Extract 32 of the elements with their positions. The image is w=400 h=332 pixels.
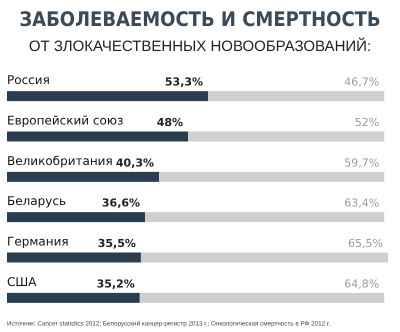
data-label: 35,5%: [98, 237, 136, 250]
data-label: 36,6%: [102, 196, 140, 210]
data-label: 63,4%: [344, 196, 380, 210]
data-label: 46,7%: [344, 76, 380, 89]
data-label: 65,5%: [348, 237, 383, 250]
bar: [7, 91, 208, 102]
bar: [7, 172, 160, 182]
y-tick-label: США: [7, 274, 38, 289]
chart-title: ЗАБОЛЕВАЕМОСТЬ И СМЕРТНОСТЬ: [19, 7, 381, 31]
bar: [145, 212, 384, 222]
y-tick-label: Беларусь: [7, 194, 66, 208]
data-label: 59,7%: [344, 156, 380, 170]
data-label: 52%: [354, 116, 380, 129]
data-label: 35,2%: [96, 277, 135, 290]
y-tick-label: Россия: [7, 73, 50, 88]
bar: [7, 252, 141, 262]
bar: [7, 292, 140, 303]
y-tick-label: Великобритания: [7, 154, 113, 168]
y-tick-label: Германия: [7, 234, 69, 248]
bar: [208, 91, 384, 102]
bar: [7, 132, 188, 142]
bar: [188, 132, 384, 142]
data-label: 64,8%: [344, 277, 380, 290]
data-label: 53,3%: [164, 76, 204, 89]
data-label: 48%: [156, 116, 184, 129]
data-label: 40,3%: [116, 156, 154, 170]
bar: [140, 252, 388, 262]
y-tick-label: Европейский союз: [7, 114, 124, 128]
bar: [140, 292, 384, 303]
chart-subtitle: ОТ ЗЛОКАЧЕСТВЕННЫХ НОВООБРАЗОВАНИЙ:: [28, 37, 372, 55]
bar: [159, 172, 384, 182]
bar: [7, 212, 146, 222]
